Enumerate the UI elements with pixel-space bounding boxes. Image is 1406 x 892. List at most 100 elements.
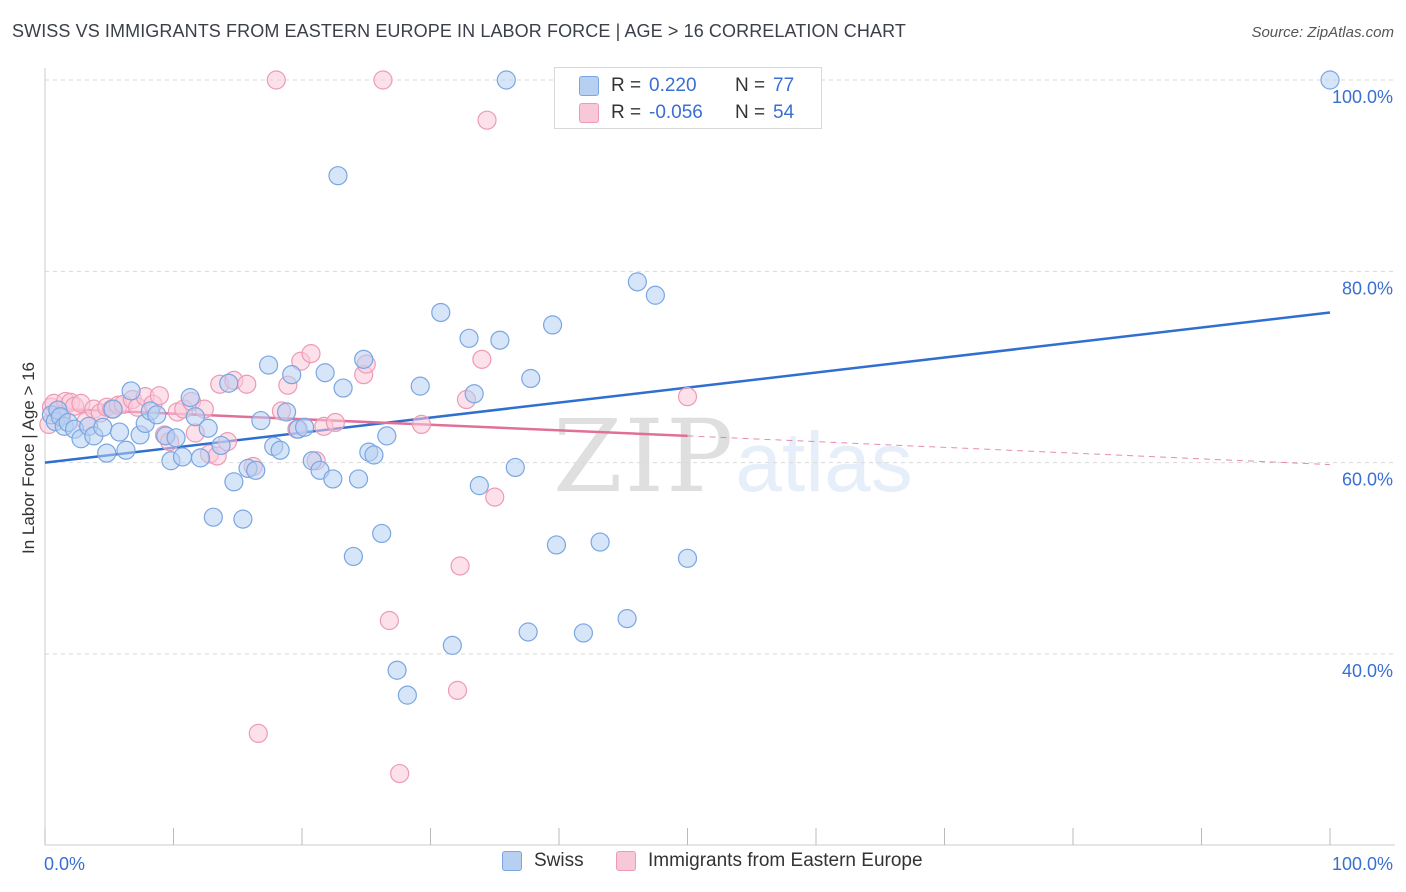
r-value: 0.220 [649, 75, 697, 96]
swiss-point [246, 460, 266, 480]
swiss-point [546, 535, 567, 555]
swiss-point [270, 440, 290, 460]
swiss-point [103, 399, 123, 419]
legend-label-immigrants: Immigrants from Eastern Europe [648, 850, 923, 871]
swiss-point [166, 428, 186, 448]
swiss-point [1320, 70, 1340, 90]
immigrants-point [411, 414, 432, 434]
swiss-point [364, 445, 384, 465]
r-value: -0.056 [649, 102, 703, 123]
swiss-point [224, 472, 244, 492]
swiss-point [469, 476, 489, 496]
x-tick-label: 0.0% [44, 854, 85, 874]
legend-item-swiss[interactable]: Swiss [502, 850, 584, 872]
r-label: R = [611, 75, 642, 96]
swiss-point [354, 349, 374, 369]
swiss-point [521, 368, 541, 389]
swiss-point [172, 447, 193, 467]
chart-title: SWISS VS IMMIGRANTS FROM EASTERN EUROPE … [12, 21, 906, 41]
swiss-point [372, 523, 392, 544]
swiss-point [431, 302, 451, 323]
swiss-point [294, 417, 315, 437]
n-value: 54 [773, 102, 795, 123]
swiss-point [185, 407, 205, 427]
immigrants-point [325, 412, 346, 433]
swiss-point [97, 443, 117, 463]
swiss-point [645, 285, 665, 305]
swiss-point [627, 272, 647, 292]
swiss-point [617, 609, 637, 629]
swiss-point [328, 166, 348, 186]
swiss-point [590, 532, 610, 552]
swiss-point [251, 410, 271, 431]
swiss-point [464, 384, 484, 404]
swiss-point [496, 70, 516, 90]
swiss-point [377, 426, 397, 446]
swiss-point [233, 509, 253, 529]
immigrants-point [472, 349, 492, 369]
watermark-zip: ZIP [553, 398, 736, 515]
swiss-point [276, 402, 297, 422]
stats-row-immigrants: R = -0.056 N = 54 [579, 101, 794, 125]
immigrants-point [677, 387, 698, 407]
swiss-point [490, 330, 510, 350]
immigrants-point [477, 110, 497, 130]
y-axis-label: In Labor Force | Age > 16 [19, 362, 38, 554]
swiss-point [282, 365, 302, 385]
watermark-atlas: atlas [735, 415, 913, 509]
swiss-point [109, 422, 130, 442]
swiss-point [198, 418, 218, 438]
gridlines [45, 79, 1395, 655]
immigrants-point [379, 610, 399, 631]
immigrants-trend-extension [687, 435, 1331, 466]
swiss-swatch [502, 851, 522, 871]
swiss-points [41, 70, 1340, 705]
swiss-point [442, 635, 462, 655]
immigrants-point [450, 556, 470, 576]
r-label: R = [611, 102, 642, 123]
swiss-point [410, 376, 430, 396]
y-tick-label: 60.0% [1342, 470, 1393, 490]
swiss-point [121, 381, 141, 401]
immigrants-point [266, 70, 286, 90]
source-credit: Source: ZipAtlas.com [1251, 24, 1394, 41]
swiss-point [180, 388, 200, 408]
legend-label-swiss: Swiss [534, 850, 584, 871]
immigrants-point [301, 344, 321, 364]
swiss-point [397, 685, 417, 705]
immigrants-point [248, 723, 268, 744]
immigrants-point [390, 763, 410, 784]
immigrants-point [485, 487, 505, 507]
immigrants-point [149, 386, 169, 406]
y-tick-label: 40.0% [1342, 661, 1393, 681]
swiss-point [211, 435, 231, 456]
swiss-point [387, 660, 407, 680]
immigrants-point [237, 374, 257, 394]
swiss-point [93, 417, 113, 437]
swiss-point [459, 328, 479, 348]
watermark: ZIPatlas [553, 398, 913, 515]
immigrants-point [373, 70, 393, 90]
swiss-point [348, 469, 369, 489]
stats-row-swiss: R = 0.220 N = 77 [579, 74, 794, 98]
legend-item-immigrants[interactable]: Immigrants from Eastern Europe [616, 850, 923, 872]
swiss-swatch [579, 76, 599, 96]
immigrants-swatch [616, 851, 636, 871]
swiss-point [258, 355, 279, 375]
swiss-point [542, 315, 563, 335]
x-tick-label: 100.0% [1332, 854, 1393, 874]
axis-labels: 40.0% 60.0% 80.0% 100.0% 0.0% 100.0% In Labor … [19, 87, 1393, 874]
stats-legend: R = 0.220 N = 77 R = -0.056 N = 54 [554, 67, 822, 129]
n-value: 77 [773, 75, 795, 96]
swiss-point [677, 548, 698, 568]
swiss-point [315, 363, 335, 383]
immigrants-point [447, 680, 468, 700]
swiss-point [147, 405, 167, 425]
swiss-point [505, 457, 525, 478]
swiss-point [203, 507, 223, 527]
swiss-point [518, 622, 538, 642]
immigrants-swatch [579, 103, 599, 123]
axes [44, 68, 1395, 846]
swiss-point [116, 440, 136, 460]
